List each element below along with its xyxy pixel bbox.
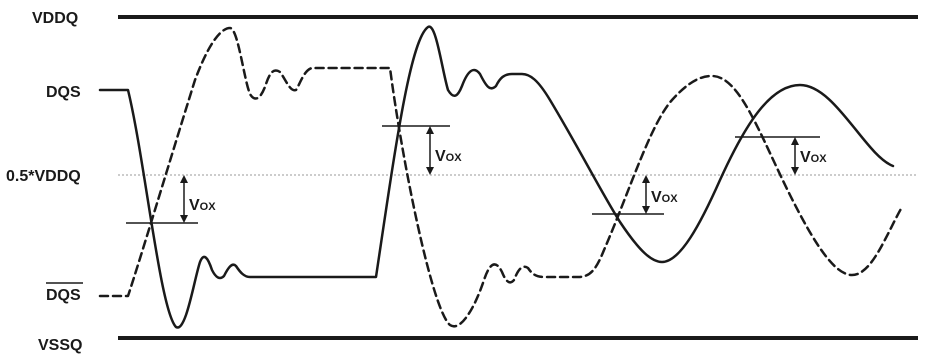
- dqs-bar-label: DQS: [46, 287, 81, 304]
- vssq-label: VSSQ: [38, 337, 82, 354]
- vox-label-1: VOX: [189, 197, 216, 214]
- vox-label-3: VOX: [651, 189, 678, 206]
- dqs-bar-waveform: [98, 26, 904, 328]
- vddq-label: VDDQ: [32, 10, 78, 27]
- dqs-label: DQS: [46, 84, 81, 101]
- vox-label-4: VOX: [800, 149, 827, 166]
- mid-label: 0.5*VDDQ: [6, 168, 81, 185]
- dqs-waveform: [98, 25, 895, 329]
- vox-marker-2: [382, 125, 450, 175]
- vox-marker-4: [735, 136, 820, 175]
- vox-label-2: VOX: [435, 148, 462, 165]
- vox-marker-1: [126, 175, 198, 224]
- vox-marker-3: [592, 175, 664, 215]
